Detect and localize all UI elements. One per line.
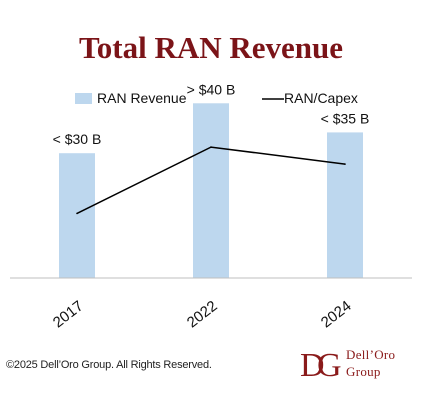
logo-wordmark-bottom: Group [346, 364, 381, 379]
legend-swatch-ran-revenue [75, 93, 92, 104]
logo-mark-icon: D G [300, 347, 342, 382]
line-point-2022 [210, 146, 212, 148]
svg-text:D: D [300, 347, 325, 382]
x-tick-label-2017: 2017 [50, 297, 87, 331]
legend-label-ran-revenue: RAN Revenue [97, 90, 187, 106]
bar-2022 [193, 103, 229, 278]
bar-2024 [327, 132, 363, 278]
company-logo: D G Dell’Oro Group [298, 344, 418, 384]
x-tick-label-2024: 2024 [318, 297, 355, 331]
x-tick-label-2022: 2022 [184, 297, 221, 331]
copyright-notice: ©2025 Dell’Oro Group. All Rights Reserve… [6, 359, 212, 371]
bar-2017 [59, 153, 95, 278]
bar-label-2022: > $40 B [187, 81, 236, 97]
bar-label-2017: < $30 B [53, 131, 102, 147]
svg-text:G: G [317, 347, 342, 382]
chart-title: Total RAN Revenue [78, 30, 344, 65]
line-point-2024 [344, 163, 346, 165]
logo-wordmark-top: Dell’Oro [346, 347, 396, 362]
line-point-2017 [76, 212, 78, 215]
bar-label-2024: < $35 B [321, 110, 370, 126]
legend-label-ran-capex: RAN/Capex [284, 90, 358, 106]
